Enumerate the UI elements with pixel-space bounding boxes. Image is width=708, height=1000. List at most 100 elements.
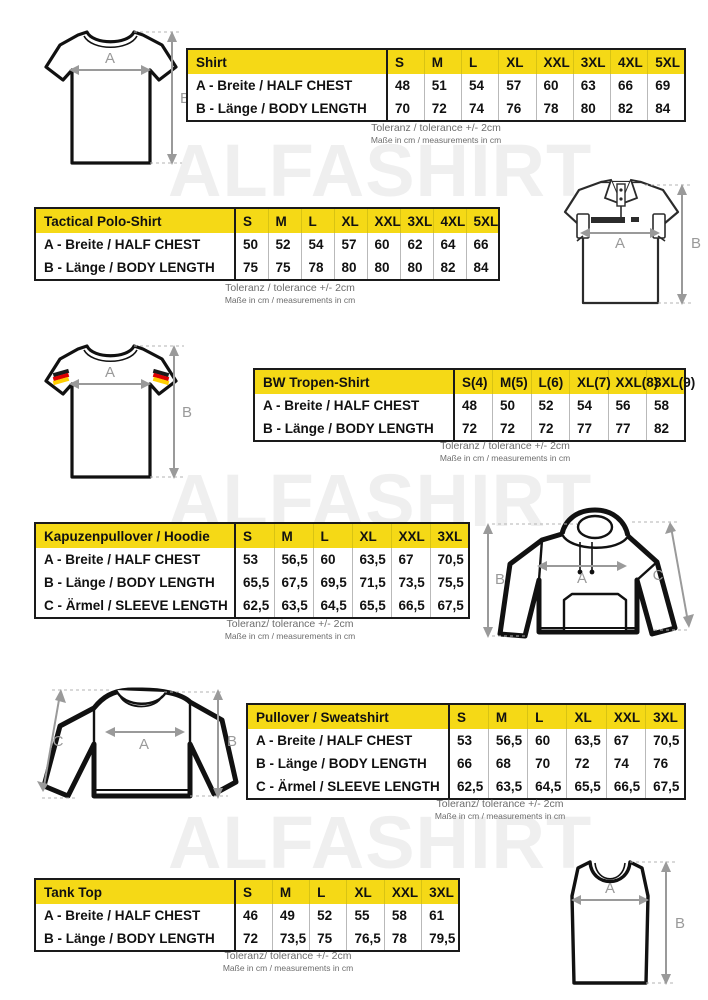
measurement-value: 80 [573, 97, 612, 121]
measurement-value: 62,5 [235, 594, 275, 618]
measurement-value: 74 [461, 97, 500, 121]
measurements-note: Maße in cm / measurements in cm [370, 135, 502, 146]
measurement-value: 69 [655, 78, 671, 93]
table-row: A - Breite / HALF CHEST 48 51 54 57 60 6… [187, 74, 685, 97]
measurement-value: 54 [461, 74, 500, 97]
measurement-value: 72 [492, 417, 532, 441]
measurement-value: 70,5 [653, 733, 680, 748]
table-row: A - Breite / HALF CHEST 46 49 52 55 58 6… [35, 904, 459, 927]
measurements-note: Maße in cm / measurements in cm [224, 631, 356, 642]
measurement-value: 46 [235, 904, 273, 927]
size-header: M [274, 523, 314, 548]
measurement-value: 78 [384, 927, 423, 951]
table-row: B - Länge / BODY LENGTH 70 72 74 76 78 8… [187, 97, 685, 121]
measurement-value: 76,5 [346, 927, 385, 951]
measurement-value: 66 [449, 752, 489, 775]
measurement-value: 75 [235, 256, 269, 280]
table-row: B - Länge / BODY LENGTH 66 68 70 72 74 7… [247, 752, 685, 775]
size-header: XXL [606, 704, 647, 729]
tolerance-caption-pullover-sweatshirt: Toleranz/ tolerance +/- 2cm Maße in cm /… [350, 798, 650, 822]
size-header: XL [352, 523, 392, 548]
table-row: A - Breite / HALF CHEST 53 56,5 60 63,5 … [35, 548, 469, 571]
size-header: XXL [384, 879, 423, 904]
measurement-value: 71,5 [352, 571, 392, 594]
tolerance-caption-shirt: Toleranz / tolerance +/- 2cm Maße in cm … [286, 122, 586, 146]
size-header: M [424, 49, 463, 74]
dim-label-b: B [180, 90, 190, 107]
measurement-label: C - Ärmel / SLEEVE LENGTH [247, 775, 450, 799]
measurement-value: 70 [527, 752, 568, 775]
table-title: Kapuzenpullover / Hoodie [35, 523, 236, 548]
measurement-value: 65,5 [352, 594, 392, 618]
measurements-note: Maße in cm / measurements in cm [222, 963, 354, 974]
measurement-value: 79,5 [429, 931, 456, 946]
measurement-value: 67 [391, 548, 431, 571]
table-title: Pullover / Sweatshirt [247, 704, 450, 729]
measurement-value: 77 [608, 417, 647, 441]
size-header: 3XL [421, 879, 459, 904]
measurement-label: B - Länge / BODY LENGTH [35, 571, 236, 594]
tolerance-text: Toleranz / tolerance +/- 2cm [371, 122, 501, 134]
measurement-value: 80 [400, 256, 434, 280]
measurement-value: 50 [492, 394, 532, 417]
size-header: 3XL(9) [646, 369, 695, 394]
dim-label-a: A [615, 235, 625, 252]
measurements-note: Maße in cm / measurements in cm [224, 295, 356, 306]
table-title: Tactical Polo-Shirt [35, 208, 236, 233]
figure-bw-tropen-shirt: A B [44, 344, 192, 479]
measurement-value: 63,5 [274, 594, 314, 618]
measurement-value: 82 [610, 97, 649, 121]
measurement-value: 68 [488, 752, 529, 775]
size-table-tactical-polo-shirt: Tactical Polo-Shirt S M L XL XXL 3XL 4XL… [34, 207, 500, 281]
measurement-value: 54 [569, 394, 609, 417]
measurement-value: 61 [429, 908, 445, 923]
measurement-value: 72 [235, 927, 273, 951]
measurement-value: 64 [433, 233, 467, 256]
tolerance-text: Toleranz/ tolerance +/- 2cm [436, 798, 564, 810]
size-header: L [309, 879, 348, 904]
measurement-value: 56,5 [274, 548, 314, 571]
dim-label-b: B [675, 915, 685, 932]
table-title: BW Tropen-Shirt [254, 369, 455, 394]
measurement-label: A - Breite / HALF CHEST [35, 233, 236, 256]
measurement-value: 56,5 [488, 729, 529, 752]
measurement-value: 66 [473, 237, 489, 252]
measurement-value: 48 [454, 394, 493, 417]
table-row: C - Ärmel / SLEEVE LENGTH 62,5 63,5 64,5… [35, 594, 469, 618]
figure-polo-shirt: A B [563, 178, 701, 305]
size-header: 3XL [430, 523, 469, 548]
size-header: L [301, 208, 335, 233]
size-header: L [527, 704, 568, 729]
dim-label-a: A [105, 364, 115, 381]
measurement-label: A - Breite / HALF CHEST [247, 729, 450, 752]
measurement-value: 76 [653, 756, 669, 771]
dim-label-b: B [227, 733, 237, 750]
measurement-value: 72 [454, 417, 493, 441]
dim-label-b: B [182, 404, 192, 421]
measurement-value: 66,5 [391, 594, 431, 618]
size-header: 3XL [400, 208, 434, 233]
measurement-value: 67,5 [274, 571, 314, 594]
measurement-value: 60 [527, 729, 568, 752]
measurement-value: 60 [367, 233, 401, 256]
measurement-label: A - Breite / HALF CHEST [35, 548, 236, 571]
tolerance-caption-tank-top: Toleranz/ tolerance +/- 2cm Maße in cm /… [138, 950, 438, 974]
tolerance-text: Toleranz / tolerance +/- 2cm [225, 282, 355, 294]
measurement-value: 63 [573, 74, 612, 97]
measurement-value: 67 [606, 729, 647, 752]
measurement-label: A - Breite / HALF CHEST [187, 74, 388, 97]
table-row: A - Breite / HALF CHEST 48 50 52 54 56 5… [254, 394, 685, 417]
measurement-value: 63,5 [488, 775, 529, 799]
measurement-value: 53 [449, 729, 489, 752]
size-header: 3XL [645, 704, 685, 729]
measurement-value: 64,5 [313, 594, 353, 618]
measurement-value: 65,5 [566, 775, 607, 799]
size-header: 5XL [647, 49, 685, 74]
tolerance-text: Toleranz/ tolerance +/- 2cm [224, 950, 352, 962]
measurement-value: 63,5 [352, 548, 392, 571]
size-header: M [272, 879, 311, 904]
measurement-value: 72 [531, 417, 570, 441]
measurement-value: 65,5 [235, 571, 275, 594]
measurement-value: 50 [235, 233, 269, 256]
